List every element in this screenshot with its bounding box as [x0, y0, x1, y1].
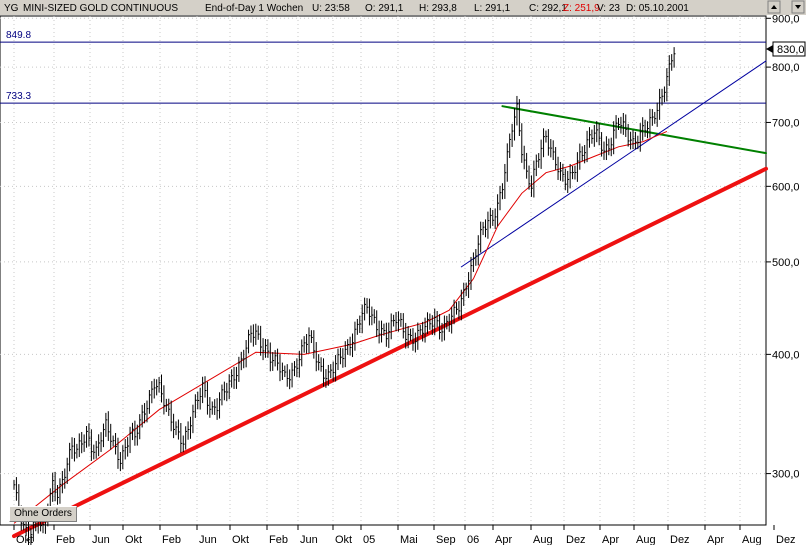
header-high: H: 293,8 — [419, 3, 457, 14]
x-tick-label: Jun — [300, 534, 318, 545]
header-date: D: 05.10.2001 — [626, 3, 689, 14]
level-lines: 849.8 733.3 — [0, 30, 766, 104]
y-tick-label: 600,0 — [772, 181, 800, 193]
header-open: O: 291,1 — [365, 3, 404, 14]
x-tick-label: Mai — [400, 534, 418, 545]
y-tick-label: 800,0 — [772, 62, 800, 74]
current-price-label: 830,0 — [777, 44, 805, 56]
x-tick-label: Okt — [335, 534, 352, 545]
x-tick-label: Feb — [269, 534, 288, 545]
plot-area — [0, 15, 767, 526]
trendline-resistance-green — [501, 105, 767, 155]
x-tick-label: Dez — [670, 534, 690, 545]
x-tick-label: Dez — [566, 534, 586, 545]
x-tick-label: Dez — [776, 534, 796, 545]
down-arrow-icon — [795, 5, 801, 9]
vertical-grid — [13, 16, 741, 525]
header-bar — [0, 0, 806, 15]
x-tick-label: Aug — [742, 534, 762, 545]
x-tick-label: Feb — [56, 534, 75, 545]
up-arrow-icon — [771, 5, 777, 9]
orders-button-label: Ohne Orders — [14, 508, 72, 519]
y-axis: 300,0 400,0 500,0 600,0 700,0 800,0 900,0 — [766, 13, 800, 481]
x-tick-label: 05 — [363, 534, 375, 545]
x-tick-label: Apr — [495, 534, 512, 545]
y-tick-label: 700,0 — [772, 117, 800, 129]
x-tick-label: Apr — [707, 534, 724, 545]
x-tick-label: Okt — [125, 534, 142, 545]
price-bars — [13, 47, 676, 545]
x-tick-label: Okt — [16, 534, 33, 545]
x-tick-label: 06 — [467, 534, 479, 545]
level-label: 733.3 — [6, 91, 31, 102]
header-symbol: YG — [4, 3, 19, 14]
header-time: U: 23:58 — [312, 3, 350, 14]
x-tick-label: Feb — [162, 534, 181, 545]
x-tick-label: Jun — [199, 534, 217, 545]
trendline-channel-blue — [460, 60, 767, 268]
price-pointer-icon — [766, 45, 773, 53]
orders-button[interactable]: Ohne Orders — [9, 506, 77, 522]
y-tick-label: 400,0 — [772, 349, 800, 361]
y-tick-label: 900,0 — [772, 13, 800, 25]
x-tick-label: Apr — [602, 534, 619, 545]
trendline-support-red — [12, 166, 768, 539]
y-tick-label: 300,0 — [772, 469, 800, 481]
x-tick-label: Sep — [436, 534, 456, 545]
header-low: L: 291,1 — [474, 3, 511, 14]
y-tick-label: 500,0 — [772, 257, 800, 269]
x-tick-label: Aug — [636, 534, 656, 545]
x-tick-label: Jun — [92, 534, 110, 545]
x-axis: Okt Feb Jun Okt Feb Jun Okt Feb Jun Okt 05 Mai Sep 06… — [0, 524, 796, 545]
x-tick-label: Aug — [533, 534, 553, 545]
header-z: Z: 251,9 — [563, 3, 600, 14]
header-volume: V: 23 — [597, 3, 620, 14]
trendlines — [12, 60, 768, 539]
header-close: C: 292,1 — [529, 3, 567, 14]
header-name: MINI-SIZED GOLD CONTINUOUS — [23, 3, 178, 14]
x-tick-label: Okt — [232, 534, 249, 545]
level-label: 849.8 — [6, 30, 31, 41]
header-period: End-of-Day 1 Wochen — [205, 3, 303, 14]
